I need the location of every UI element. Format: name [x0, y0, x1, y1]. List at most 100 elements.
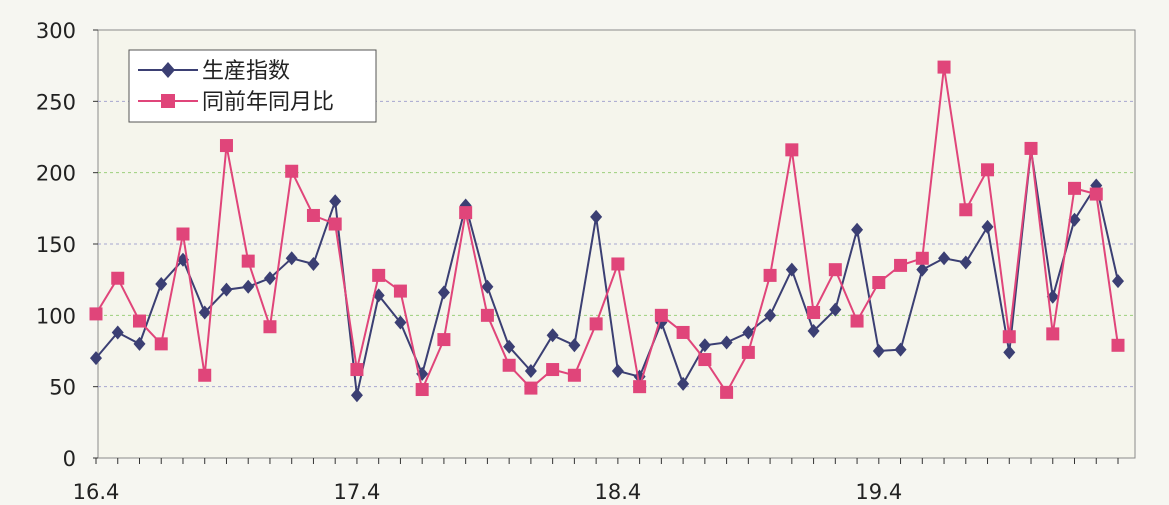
data-point-diamond	[785, 262, 798, 277]
data-point-square	[959, 203, 973, 217]
legend-label-yoy: 同前年同月比	[202, 90, 334, 115]
data-point-diamond	[938, 251, 951, 266]
data-point-diamond	[350, 388, 363, 403]
data-point-diamond	[894, 342, 907, 357]
data-point-square	[306, 208, 320, 222]
y-tick-label: 150	[36, 233, 76, 257]
legend-label-production: 生産指数	[202, 59, 290, 84]
legend-marker-square	[161, 94, 175, 108]
data-point-square	[676, 325, 690, 339]
data-point-diamond	[329, 194, 342, 209]
data-point-square	[111, 271, 125, 285]
data-point-diamond	[677, 376, 690, 391]
data-point-diamond	[111, 325, 124, 340]
data-point-square	[785, 143, 799, 157]
data-point-diamond	[263, 271, 276, 286]
data-point-diamond	[568, 338, 581, 353]
data-point-diamond	[524, 363, 537, 378]
data-point-diamond	[90, 351, 102, 366]
data-point-square	[1068, 181, 1082, 195]
data-point-diamond	[546, 328, 559, 343]
y-axis-ticks: 0 50 100 150 200 250 300	[36, 19, 98, 471]
data-point-square	[263, 320, 277, 334]
data-point-square	[502, 358, 516, 372]
data-point-square	[459, 206, 473, 220]
data-point-square	[219, 139, 233, 153]
data-point-square	[589, 317, 603, 331]
legend-marker-diamond	[161, 62, 175, 78]
legend: 生産指数 同前年同月比	[128, 49, 377, 123]
data-point-square	[1046, 327, 1060, 341]
x-tick-label: 18.4	[594, 480, 641, 501]
data-point-diamond	[1068, 212, 1081, 227]
data-point-diamond	[720, 335, 733, 350]
data-point-diamond	[503, 339, 516, 354]
data-point-square	[437, 333, 451, 347]
data-point-square	[654, 308, 668, 322]
series-group	[89, 60, 1125, 403]
data-point-diamond	[981, 219, 994, 234]
data-point-square	[480, 308, 494, 322]
data-point-diamond	[590, 209, 603, 224]
data-point-square	[176, 227, 190, 241]
data-point-diamond	[1003, 345, 1016, 360]
data-point-square	[828, 263, 842, 277]
data-point-diamond	[1112, 274, 1124, 289]
data-point-square	[89, 307, 103, 321]
data-point-diamond	[394, 315, 407, 330]
data-point-square	[524, 381, 538, 395]
data-point-square	[1002, 330, 1016, 344]
data-point-diamond	[155, 276, 168, 291]
data-point-square	[154, 337, 168, 351]
data-point-diamond	[437, 285, 450, 300]
data-point-square	[1089, 187, 1103, 201]
data-point-diamond	[807, 324, 820, 339]
data-point-square	[981, 163, 995, 177]
data-point-square	[611, 257, 625, 271]
data-point-diamond	[285, 251, 298, 266]
data-point-square	[393, 284, 407, 298]
data-point-diamond	[481, 279, 494, 294]
data-point-diamond	[916, 262, 929, 277]
data-point-square	[1024, 141, 1038, 155]
data-point-square	[720, 385, 734, 399]
data-point-diamond	[872, 344, 885, 358]
data-point-square	[546, 363, 560, 377]
data-point-square	[1111, 338, 1125, 352]
data-point-square	[633, 380, 647, 394]
y-tick-label: 50	[49, 376, 76, 400]
y-tick-label: 0	[63, 447, 76, 471]
data-point-square	[872, 276, 886, 290]
data-point-square	[807, 305, 821, 319]
data-point-square	[894, 258, 908, 272]
data-point-square	[372, 268, 386, 282]
data-point-diamond	[959, 255, 972, 270]
data-point-square	[198, 368, 212, 382]
legend-box	[128, 49, 377, 123]
data-point-square	[328, 217, 342, 231]
data-point-diamond	[698, 338, 711, 353]
series-line-2	[95, 66, 1119, 395]
x-axis-ticks: 16.4 17.4 18.4 19.4	[73, 458, 1119, 504]
data-point-diamond	[742, 325, 755, 340]
data-point-diamond	[611, 363, 624, 378]
x-tick-label: 17.4	[334, 480, 381, 501]
data-point-square	[741, 345, 755, 359]
data-point-square	[763, 268, 777, 282]
data-point-diamond	[307, 256, 320, 271]
data-point-square	[567, 368, 581, 382]
data-point-square	[241, 254, 255, 268]
x-tick-label: 19.4	[855, 480, 902, 501]
data-point-square	[698, 353, 712, 367]
data-point-diamond	[133, 336, 146, 351]
y-tick-label: 250	[36, 90, 76, 114]
data-point-square	[415, 383, 429, 397]
data-point-diamond	[198, 305, 211, 320]
data-point-square	[937, 60, 951, 74]
y-tick-label: 200	[36, 162, 76, 186]
data-point-diamond	[242, 279, 255, 294]
data-point-square	[132, 314, 146, 328]
x-tick-label: 16.4	[73, 480, 120, 501]
data-point-square	[285, 164, 299, 178]
